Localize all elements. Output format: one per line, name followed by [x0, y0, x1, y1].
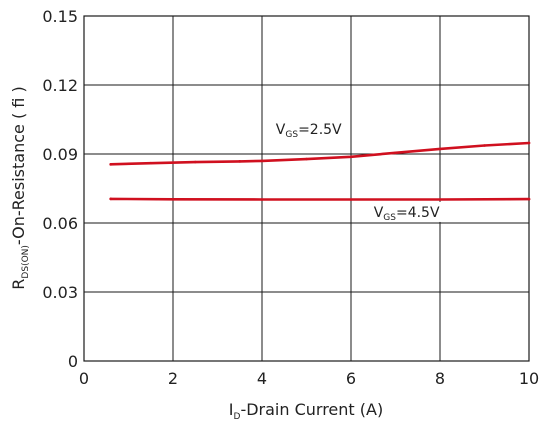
data-point — [149, 161, 153, 165]
y-axis-title-main: R — [9, 279, 28, 290]
series-line-1 — [109, 197, 531, 201]
x-tick-label: 8 — [435, 369, 445, 388]
series-layer — [109, 141, 531, 201]
y-tick-label: 0.03 — [42, 283, 78, 302]
annotation-sub: GS — [383, 213, 396, 223]
annotation-main: V — [276, 122, 286, 138]
data-point — [238, 160, 242, 163]
data-point — [305, 157, 308, 161]
y-tick-label: 0 — [68, 352, 78, 371]
x-tick-label: 6 — [346, 369, 356, 388]
x-axis-title-rest: -Drain Current (A) — [240, 400, 383, 419]
x-axis-title-main: I — [229, 400, 234, 419]
data-point — [260, 159, 264, 163]
annotation-background — [274, 119, 343, 140]
y-axis-title-rest: -On-Resistance ( fi ) — [9, 86, 28, 245]
x-axis-title-sub: D — [234, 412, 241, 422]
data-point — [193, 160, 197, 164]
x-axis-title: ID-Drain Current (A) — [229, 400, 383, 422]
y-tick-label: 0.06 — [42, 214, 78, 233]
plot-frame — [83, 15, 530, 362]
grid — [83, 15, 530, 362]
y-tick-label: 0.09 — [42, 145, 78, 164]
annotation-label-1: VGS=4.5V — [374, 205, 440, 223]
data-point — [109, 197, 112, 201]
data-point — [171, 198, 175, 201]
annotation-main: V — [374, 205, 384, 221]
x-tick-labels: 0 2 4 6 8 10 — [79, 369, 539, 388]
data-point — [527, 197, 531, 201]
data-point — [109, 163, 112, 166]
series-0 — [109, 141, 531, 166]
x-tick-label: 10 — [519, 369, 539, 388]
data-point — [394, 151, 397, 155]
x-tick-label: 0 — [79, 369, 89, 388]
annotation-background — [372, 201, 441, 222]
x-tick-label: 4 — [257, 369, 267, 388]
annotation-label-0: VGS=2.5V — [276, 122, 342, 140]
data-point — [260, 198, 264, 201]
y-tick-label: 0.15 — [42, 7, 78, 26]
y-axis-title-sub: DS(ON) — [21, 245, 31, 278]
data-point — [438, 147, 442, 151]
annotation-rest: =4.5V — [396, 205, 440, 221]
data-point — [483, 144, 486, 147]
data-point — [527, 141, 531, 145]
series-1 — [109, 197, 531, 201]
data-point — [349, 155, 353, 159]
data-point — [438, 198, 442, 201]
annotation-sub: GS — [285, 130, 298, 140]
x-tick-label: 2 — [168, 369, 178, 388]
annotation-rest: =2.5V — [298, 122, 342, 138]
y-tick-labels: 0 0.03 0.06 0.09 0.12 0.15 — [42, 7, 78, 371]
y-axis-title: RDS(ON)-On-Resistance ( fi ) — [9, 86, 31, 289]
y-tick-label: 0.12 — [42, 76, 78, 95]
data-point — [349, 198, 353, 201]
